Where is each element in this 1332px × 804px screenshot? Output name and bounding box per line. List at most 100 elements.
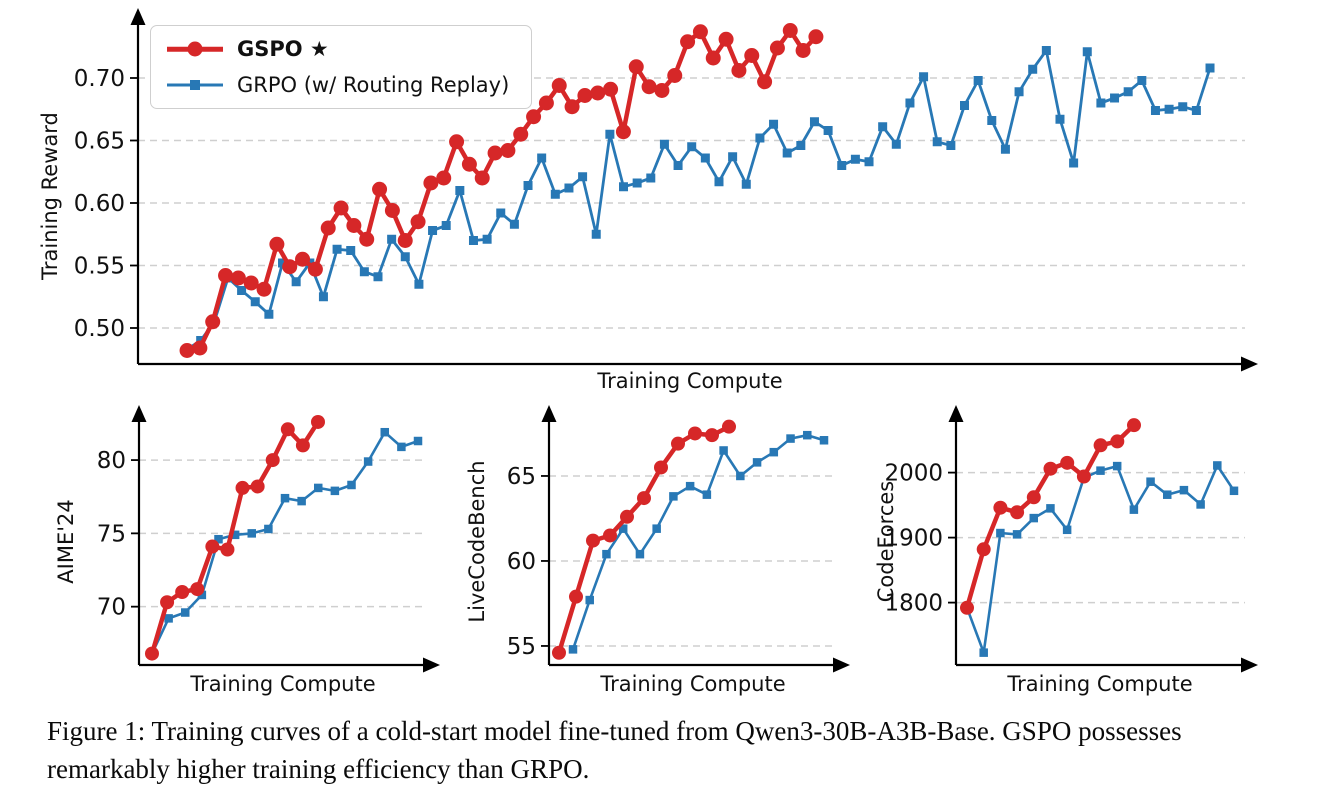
data-point (1110, 434, 1125, 449)
data-point (295, 251, 311, 267)
axes (948, 405, 1258, 673)
y-tick-label: 1900 (884, 526, 943, 552)
data-point (461, 156, 477, 172)
data-point (1029, 513, 1039, 523)
data-point (250, 479, 265, 494)
data-point (769, 447, 779, 457)
aime24-chart: 70 75 80 AIME'24 Training Compute (54, 405, 440, 696)
data-point (237, 286, 247, 295)
y-tick-label: 65 (507, 464, 536, 490)
y-axis-arrow-icon (948, 405, 964, 422)
data-point (280, 493, 290, 503)
data-point (372, 181, 388, 197)
data-point (796, 141, 806, 150)
data-point (722, 419, 736, 434)
x-axis-label: Training Compute (1006, 672, 1192, 696)
y-tick-label: 2000 (884, 461, 943, 487)
data-point (585, 595, 594, 605)
y-axis-label: CodeForces (874, 481, 898, 603)
data-point (1055, 114, 1065, 124)
data-point (568, 645, 578, 654)
data-point (496, 208, 506, 218)
data-point (414, 279, 424, 289)
data-point (295, 438, 310, 453)
series-line (964, 422, 1137, 611)
figure-caption: Figure 1: Training curves of a cold-star… (47, 712, 1309, 788)
data-point (264, 309, 274, 319)
data-point (714, 177, 724, 187)
data-point (654, 83, 670, 98)
data-point (1229, 486, 1239, 496)
data-point (1043, 461, 1058, 476)
axes (130, 8, 1258, 372)
grpo-square-icon (190, 80, 200, 90)
data-point (591, 229, 601, 239)
gridlines: 70 75 80 (97, 448, 427, 621)
data-point (590, 85, 606, 101)
data-point (278, 258, 288, 268)
data-point (731, 63, 747, 78)
data-point (291, 277, 301, 287)
data-point (1026, 490, 1041, 505)
data-point (1082, 47, 1092, 57)
data-point (809, 117, 819, 127)
data-point (538, 95, 554, 111)
data-point (719, 446, 728, 455)
data-point (864, 157, 874, 167)
y-tick-label: 80 (97, 448, 126, 474)
y-tick-label: 70 (97, 595, 126, 621)
data-point (687, 426, 702, 441)
data-point (752, 458, 762, 467)
y-tick-label: 0.50 (74, 316, 125, 342)
data-point (243, 275, 259, 291)
data-point (551, 78, 567, 93)
data-point (976, 542, 991, 557)
y-tick-label: 55 (507, 634, 536, 660)
data-point (487, 145, 503, 161)
data-point (568, 589, 583, 604)
data-point (346, 246, 356, 255)
data-point (250, 297, 260, 307)
data-point (179, 343, 195, 358)
data-point (653, 460, 668, 475)
y-tick-label: 1800 (884, 591, 943, 617)
data-point (973, 76, 983, 85)
data-point (1110, 93, 1120, 103)
data-point (932, 137, 942, 147)
axes (541, 405, 850, 673)
data-point (397, 233, 413, 248)
x-axis-label: Training Compute (596, 369, 782, 393)
gridlines: 55 60 65 (507, 464, 837, 660)
data-point (160, 595, 175, 610)
data-point (670, 436, 685, 451)
data-point (736, 471, 745, 481)
data-point (1213, 461, 1222, 470)
data-point (837, 161, 847, 170)
y-axis-arrow-icon (131, 405, 147, 422)
data-point (359, 267, 369, 277)
data-point (265, 453, 280, 468)
data-point (564, 183, 574, 193)
data-point (1191, 106, 1201, 115)
data-point (346, 218, 362, 233)
data-point (667, 68, 683, 83)
data-point (769, 40, 785, 56)
data-point (551, 645, 566, 660)
series-line (185, 49, 1212, 351)
data-point (175, 584, 190, 599)
series-grpo (568, 430, 829, 654)
data-point (618, 524, 628, 533)
x-axis-arrow-icon (833, 657, 850, 673)
y-axis-label: Training Reward (38, 112, 62, 281)
series-line (150, 430, 420, 655)
series-gspo (960, 418, 1141, 615)
data-point (373, 272, 383, 282)
series-gspo (144, 414, 325, 661)
data-point (769, 119, 779, 129)
data-point (585, 533, 600, 548)
data-point (347, 480, 356, 490)
data-point (428, 226, 438, 235)
data-point (823, 126, 833, 135)
data-point (384, 203, 400, 218)
